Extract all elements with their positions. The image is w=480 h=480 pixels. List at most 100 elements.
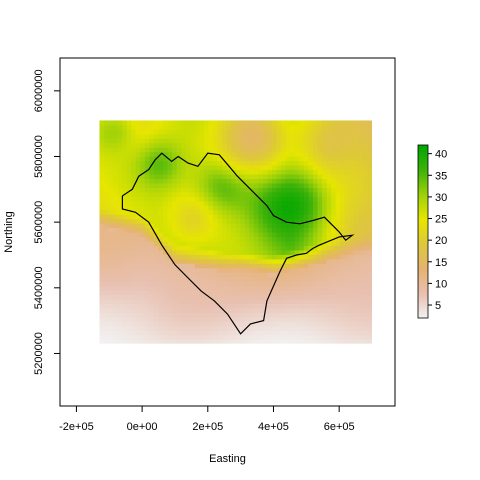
legend-swatch (418, 209, 428, 213)
raster-cell (285, 290, 291, 296)
raster-cell (276, 214, 282, 220)
raster-cell (176, 147, 182, 153)
raster-cell (349, 339, 355, 344)
raster-cell (158, 165, 164, 171)
raster-cell (126, 263, 132, 269)
raster-cell (117, 196, 123, 202)
raster-cell (235, 325, 241, 331)
raster-cell (326, 200, 332, 206)
raster-cell (367, 129, 373, 135)
raster-cell (226, 227, 232, 233)
raster-cell (185, 205, 191, 211)
raster-cell (126, 249, 132, 255)
raster-cell (285, 182, 291, 188)
raster-cell (367, 263, 373, 269)
raster-cell (222, 187, 228, 193)
raster-cell (240, 223, 246, 229)
raster-cell (322, 129, 328, 135)
raster-cell (358, 263, 364, 269)
raster-cell (294, 160, 300, 166)
raster-cell (167, 129, 173, 135)
raster-cell (276, 325, 282, 331)
raster-cell (340, 316, 346, 322)
raster-cell (317, 330, 323, 336)
raster-cell (272, 178, 278, 184)
raster-cell (326, 173, 332, 180)
raster-cell (208, 138, 214, 144)
raster-cell (217, 187, 223, 193)
raster-cell (194, 281, 200, 287)
raster-cell (144, 209, 150, 215)
raster-cell (353, 133, 359, 139)
raster-cell (222, 263, 228, 269)
raster-cell (163, 191, 169, 197)
raster-cell (294, 173, 300, 180)
raster-cell (262, 214, 269, 220)
raster-cell (235, 129, 241, 135)
raster-cell (208, 214, 214, 220)
raster-cell (231, 223, 237, 229)
raster-cell (299, 187, 305, 193)
raster-cell (158, 321, 164, 327)
raster-cell (335, 182, 341, 188)
raster-cell (272, 182, 278, 188)
raster-cell (126, 223, 132, 229)
raster-cell (149, 263, 155, 269)
raster-cell (212, 156, 219, 162)
raster-cell (231, 120, 237, 126)
raster-cell (322, 200, 328, 206)
raster-cell (190, 133, 196, 139)
raster-cell (190, 151, 196, 157)
raster-cell (217, 214, 223, 220)
raster-cell (299, 249, 305, 255)
raster-cell (308, 294, 314, 300)
raster-cell (140, 209, 146, 215)
raster-cell (99, 178, 105, 184)
raster-cell (144, 258, 150, 264)
raster-cell (353, 182, 359, 188)
raster-cell (117, 169, 123, 175)
raster-cell (281, 316, 287, 322)
raster-cell (122, 223, 128, 229)
raster-cell (113, 258, 119, 264)
raster-cell (281, 281, 287, 287)
raster-cell (276, 178, 282, 184)
raster-cell (140, 205, 146, 211)
raster-cell (294, 298, 300, 305)
raster-cell (117, 147, 123, 153)
raster-cell (244, 196, 250, 202)
raster-cell (276, 218, 282, 224)
raster-cell (362, 236, 369, 242)
raster-cell (353, 160, 359, 166)
raster-cell (126, 196, 132, 202)
raster-cell (253, 191, 260, 197)
raster-cell (290, 133, 296, 139)
raster-cell (358, 138, 364, 144)
raster-cell (326, 312, 332, 318)
raster-cell (222, 272, 228, 278)
raster-cell (208, 169, 214, 175)
raster-cell (235, 245, 241, 251)
raster-cell (135, 165, 141, 171)
raster-cell (113, 191, 119, 197)
raster-cell (208, 200, 214, 206)
raster-cell (344, 281, 350, 287)
raster-cell (99, 165, 105, 171)
raster-cell (108, 196, 114, 202)
raster-cell (285, 142, 291, 148)
raster-cell (285, 209, 291, 215)
raster-cell (331, 227, 337, 233)
raster-cell (226, 245, 232, 251)
raster-cell (244, 124, 250, 130)
raster-cell (303, 285, 309, 291)
raster-cell (326, 267, 332, 273)
raster-cell (126, 129, 132, 135)
raster-cell (108, 223, 114, 229)
raster-cell (285, 133, 291, 139)
raster-cell (326, 169, 332, 175)
raster-cell (253, 281, 260, 287)
raster-cell (140, 232, 146, 238)
raster-cell (240, 205, 246, 211)
raster-cell (113, 160, 119, 166)
raster-cell (267, 307, 273, 313)
